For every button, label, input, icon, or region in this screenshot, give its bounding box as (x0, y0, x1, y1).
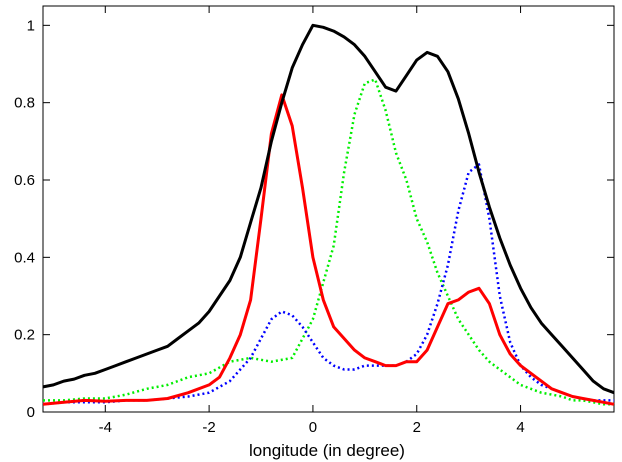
y-tick-label: 0.4 (14, 249, 35, 266)
x-tick-label: 4 (516, 419, 524, 436)
x-tick-label: 0 (309, 419, 317, 436)
plot-area (42, 5, 615, 413)
series-line-4 (42, 163, 614, 406)
x-tick-label: -4 (99, 419, 112, 436)
y-tick-label: 0 (27, 404, 35, 421)
y-tick-label: 1 (27, 17, 35, 34)
x-tick-label: 2 (413, 419, 421, 436)
series-line-2 (42, 93, 615, 406)
series-layer (42, 23, 615, 406)
y-tick-label: 0.6 (14, 172, 35, 189)
x-axis-title: longitude (in degree) (249, 441, 405, 460)
ticks-layer: -4 -2 0 2 4 0 0.2 0.4 0.6 0.8 1 (14, 6, 614, 436)
y-tick-label: 0.2 (14, 327, 35, 344)
series-line-1 (42, 23, 615, 395)
x-tick-label: -2 (202, 419, 215, 436)
y-tick-label: 0.8 (14, 95, 35, 112)
